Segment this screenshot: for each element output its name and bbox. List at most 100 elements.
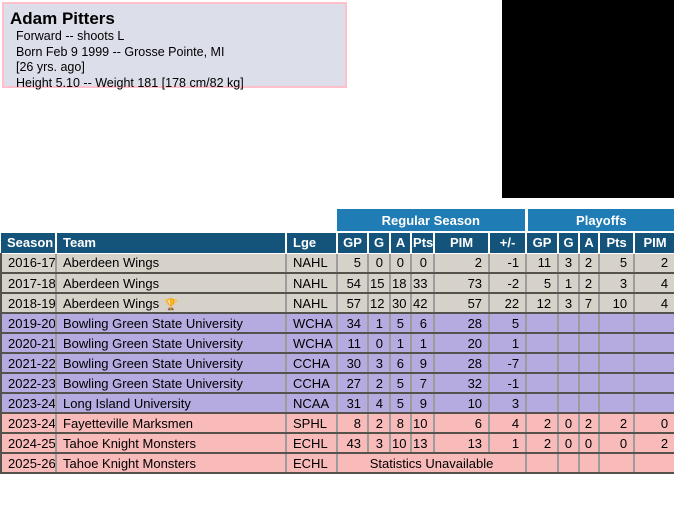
playoffs-stat-cell (579, 373, 601, 394)
regular-season-stat-cell: 30 (337, 353, 370, 374)
table-row: 2019-20 Bowling Green State University WCH… (0, 313, 674, 334)
regular-season-stat-cell: 12 (368, 293, 392, 314)
playoffs-stat-cell (526, 353, 560, 374)
league-cell: ECHL (286, 433, 339, 454)
table-row: 2017-18 Aberdeen Wings NAHL 54 15 18 33 73 -2 5 1 2… (0, 273, 674, 294)
playoffs-stat-cell (526, 333, 560, 354)
regular-season-stat-cell: -7 (489, 353, 528, 374)
team-name: Tahoe Knight Monsters (63, 435, 196, 451)
league-cell: NAHL (286, 253, 339, 274)
regular-season-stat-cell: 1 (368, 313, 392, 334)
regular-season-stat-cell: -2 (489, 273, 528, 294)
regular-season-stat-cell: 15 (368, 273, 392, 294)
playoffs-stat-cell: 0 (634, 413, 674, 434)
table-row: 2021-22 Bowling Green State University CCH… (0, 353, 674, 374)
league-cell: CCHA (286, 353, 339, 374)
table-row: 2016-17 Aberdeen Wings NAHL 5 0 0 0 2 -1 11 3 2 5 2 (0, 253, 674, 274)
regular-season-stat-cell: 8 (390, 413, 413, 434)
league-cell: NAHL (286, 273, 339, 294)
playoffs-stat-cell (634, 313, 674, 334)
regular-season-stat-cell: 57 (434, 293, 491, 314)
table-row: 2025-26 Tahoe Knight Monsters ECHL Statisti… (0, 453, 674, 474)
playoffs-stat-cell: 12 (526, 293, 560, 314)
playoffs-stat-cell (526, 453, 560, 474)
regular-season-stat-cell: 54 (337, 273, 370, 294)
playoffs-stat-cell (599, 393, 636, 414)
regular-season-stat-cell: 3 (368, 353, 392, 374)
column-header: A (390, 232, 413, 254)
regular-season-stat-cell: 0 (411, 253, 436, 274)
group-header-spacer (1, 209, 338, 233)
column-header: Team (56, 232, 287, 254)
playoffs-stat-cell (526, 393, 560, 414)
playoffs-stat-cell: 2 (634, 253, 674, 274)
league-cell: WCHA (286, 313, 339, 334)
team-cell: Bowling Green State University (56, 313, 287, 334)
league-cell: CCHA (286, 373, 339, 394)
group-header-row: Regular Season Playoffs (1, 209, 674, 233)
regular-season-stat-cell: 10 (390, 433, 413, 454)
table-row: 2024-25 Tahoe Knight Monsters ECHL 43 3 10 13 1… (0, 433, 674, 454)
regular-season-stat-cell: 10 (434, 393, 491, 414)
playoffs-stat-cell: 0 (558, 433, 581, 454)
regular-season-stat-cell: 5 (337, 253, 370, 274)
regular-season-stat-cell: 1 (411, 333, 436, 354)
regular-season-stat-cell: 43 (337, 433, 370, 454)
statistics-unavailable-cell: Statistics Unavailable (337, 453, 528, 474)
team-name: Bowling Green State University (63, 315, 243, 331)
playoffs-stat-cell (558, 313, 581, 334)
regular-season-stat-cell: 4 (489, 413, 528, 434)
regular-season-stat-cell: 4 (368, 393, 392, 414)
regular-season-stat-cell: 33 (411, 273, 436, 294)
playoffs-stat-cell (526, 373, 560, 394)
team-name: Bowling Green State University (63, 355, 243, 371)
regular-season-stat-cell: 5 (489, 313, 528, 334)
team-cell: Aberdeen Wings (56, 253, 287, 274)
column-header: G (558, 232, 581, 254)
playoffs-stat-cell (634, 333, 674, 354)
regular-season-stat-cell: 57 (337, 293, 370, 314)
team-cell: Bowling Green State University (56, 353, 287, 374)
playoffs-stat-cell: 2 (526, 433, 560, 454)
playoffs-stat-cell: 3 (558, 253, 581, 274)
season-cell: 2024-25 (0, 433, 57, 454)
league-cell: NCAA (286, 393, 339, 414)
playoffs-stat-cell (558, 393, 581, 414)
playoffs-stat-cell: 2 (579, 413, 601, 434)
column-header: Season (1, 232, 57, 254)
season-cell: 2018-19 (0, 293, 57, 314)
regular-season-stat-cell: 28 (434, 313, 491, 334)
playoffs-stat-cell: 10 (599, 293, 636, 314)
playoffs-stat-cell: 2 (599, 413, 636, 434)
regular-season-stat-cell: 6 (411, 313, 436, 334)
regular-season-stat-cell: 22 (489, 293, 528, 314)
column-header: Pts (411, 232, 436, 254)
playoffs-stat-cell (558, 373, 581, 394)
playoffs-stat-cell (579, 393, 601, 414)
playoffs-stat-cell: 2 (579, 273, 601, 294)
regular-season-stat-cell: -1 (489, 253, 528, 274)
playoffs-stat-cell: 11 (526, 253, 560, 274)
column-header: PIM (634, 232, 674, 254)
regular-season-stat-cell: 9 (411, 393, 436, 414)
playoffs-stat-cell (579, 353, 601, 374)
regular-season-stat-cell: 13 (434, 433, 491, 454)
playoffs-stat-cell (634, 353, 674, 374)
regular-season-stat-cell: 3 (489, 393, 528, 414)
playoffs-stat-cell (634, 453, 674, 474)
season-cell: 2017-18 (0, 273, 57, 294)
regular-season-stat-cell: 1 (489, 333, 528, 354)
playoffs-stat-cell: 7 (579, 293, 601, 314)
player-age-line: [26 yrs. ago] (16, 60, 85, 74)
team-cell: Fayetteville Marksmen (56, 413, 287, 434)
regular-season-stat-cell: 1 (489, 433, 528, 454)
regular-season-stat-cell: 27 (337, 373, 370, 394)
regular-season-stat-cell: 5 (390, 313, 413, 334)
playoffs-stat-cell: 5 (526, 273, 560, 294)
playoffs-stat-cell: 2 (634, 433, 674, 454)
playoffs-stat-cell: 2 (526, 413, 560, 434)
season-cell: 2023-24 (0, 413, 57, 434)
regular-season-stat-cell: 34 (337, 313, 370, 334)
team-name: Fayetteville Marksmen (63, 415, 194, 431)
team-name: Tahoe Knight Monsters (63, 455, 196, 471)
